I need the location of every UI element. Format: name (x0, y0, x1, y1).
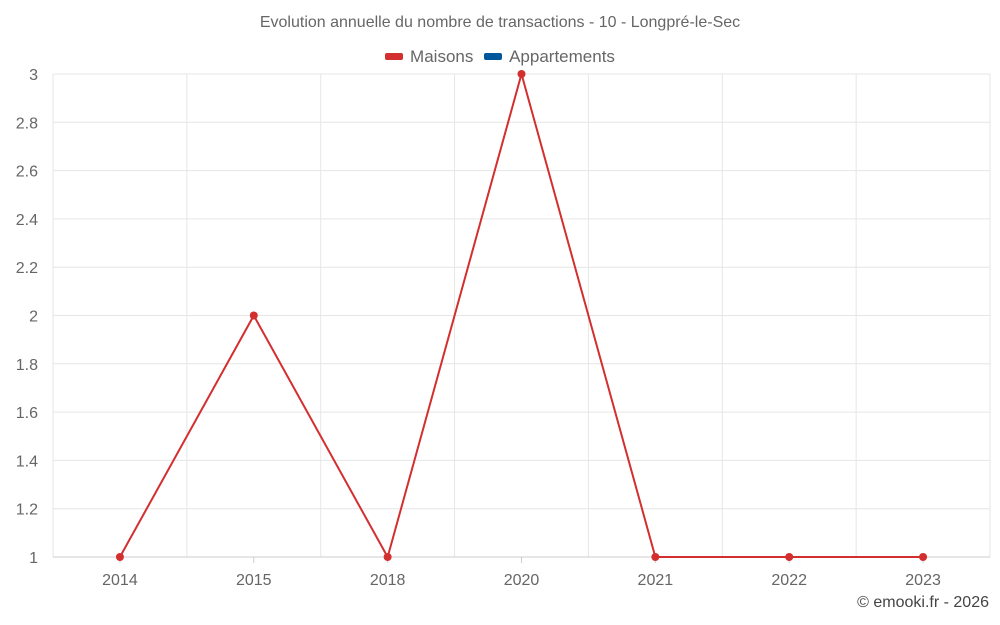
y-tick-label: 1.6 (16, 405, 38, 422)
legend: Maisons Appartements (0, 45, 1000, 67)
watermark: © emooki.fr - 2026 (857, 594, 989, 611)
x-tick-label: 2020 (504, 572, 540, 589)
y-tick-label: 3 (29, 67, 38, 84)
x-tick-label: 2015 (236, 572, 272, 589)
data-point[interactable] (651, 553, 660, 561)
x-tick-label: 2018 (370, 572, 406, 589)
legend-swatch-appartements (484, 53, 503, 60)
y-tick-label: 2.2 (16, 260, 38, 277)
y-tick-label: 1.2 (16, 502, 38, 519)
y-tick-label: 1 (29, 550, 38, 567)
y-tick-label: 1.4 (16, 453, 38, 470)
y-tick-label: 2 (29, 309, 38, 326)
x-tick-label: 2022 (771, 572, 807, 589)
y-tick-label: 1.8 (16, 357, 38, 374)
x-axis: 2014 2015 2018 2020 2021 2022 2023 (53, 556, 990, 589)
legend-label-appartements: Appartements (509, 46, 615, 66)
x-tick-label: 2023 (905, 572, 941, 589)
data-point[interactable] (249, 311, 258, 320)
legend-label-maisons: Maisons (410, 46, 474, 66)
y-tick-label: 2.6 (16, 164, 38, 181)
series-group (115, 70, 928, 561)
x-tick-label: 2021 (638, 572, 674, 589)
grid (52, 73, 991, 558)
y-tick-label: 2.4 (16, 212, 38, 229)
y-tick-label: 2.8 (16, 115, 38, 132)
legend-item-appartements[interactable]: Appartements (484, 47, 615, 67)
data-point[interactable] (517, 70, 526, 78)
data-point[interactable] (919, 553, 928, 561)
x-tick-label: 2014 (102, 572, 138, 589)
y-axis: 1 1.2 1.4 1.6 1.8 2 2.2 2.4 2.6 2.8 3 (16, 67, 38, 567)
legend-item-maisons[interactable]: Maisons (385, 47, 473, 67)
data-point[interactable] (785, 553, 794, 561)
chart-title: Evolution annuelle du nombre de transact… (259, 14, 741, 31)
data-point[interactable] (115, 553, 124, 561)
legend-swatch-maisons (385, 53, 404, 60)
data-point[interactable] (383, 553, 392, 561)
